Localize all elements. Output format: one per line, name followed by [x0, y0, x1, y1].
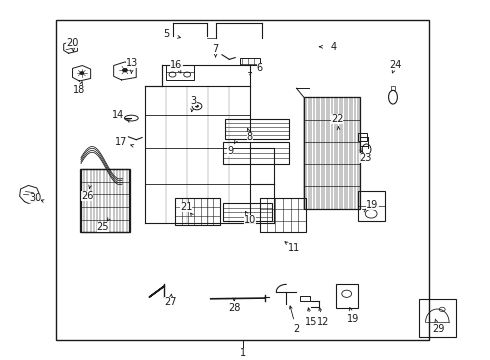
Circle shape [195, 105, 199, 108]
Text: 17: 17 [115, 137, 128, 147]
Text: 19: 19 [346, 314, 359, 324]
Bar [260, 198, 306, 232]
Bar [56, 20, 429, 340]
Text: 18: 18 [74, 85, 85, 95]
Text: 11: 11 [288, 243, 300, 253]
Text: 21: 21 [180, 202, 193, 212]
Text: 1: 1 [240, 348, 245, 358]
Text: 7: 7 [213, 44, 219, 54]
Text: 6: 6 [257, 63, 263, 73]
Text: 2: 2 [294, 324, 299, 334]
Text: 16: 16 [171, 60, 182, 70]
Bar [223, 142, 289, 164]
Text: 26: 26 [81, 191, 94, 201]
Text: 8: 8 [247, 132, 253, 142]
Text: 22: 22 [331, 114, 343, 124]
Bar [80, 169, 129, 232]
Bar [304, 97, 360, 209]
Circle shape [80, 72, 84, 75]
Text: 19: 19 [366, 200, 378, 210]
Text: 10: 10 [244, 215, 256, 225]
Text: 30: 30 [29, 193, 41, 203]
Text: 4: 4 [330, 42, 336, 52]
Bar [358, 133, 367, 141]
Bar [223, 203, 272, 221]
Bar [166, 65, 194, 80]
Bar [336, 284, 358, 308]
Text: 9: 9 [227, 146, 233, 156]
Bar [358, 191, 385, 221]
Circle shape [122, 68, 127, 72]
Text: 24: 24 [390, 60, 402, 70]
Text: 15: 15 [305, 317, 318, 327]
Bar [175, 198, 220, 225]
Text: 3: 3 [191, 96, 196, 106]
Text: 29: 29 [432, 324, 445, 334]
Bar [225, 119, 289, 139]
Bar [300, 296, 310, 301]
Bar [419, 299, 456, 337]
Text: 13: 13 [126, 58, 138, 68]
Bar [240, 58, 260, 65]
Bar [391, 86, 395, 90]
Text: 14: 14 [111, 110, 123, 120]
Text: 23: 23 [359, 153, 371, 163]
Text: 27: 27 [164, 297, 177, 307]
Text: 20: 20 [66, 38, 79, 48]
Text: 25: 25 [97, 222, 109, 232]
Text: 5: 5 [164, 29, 170, 39]
Bar [81, 169, 130, 232]
Text: 12: 12 [317, 317, 330, 327]
Text: 28: 28 [228, 303, 241, 313]
